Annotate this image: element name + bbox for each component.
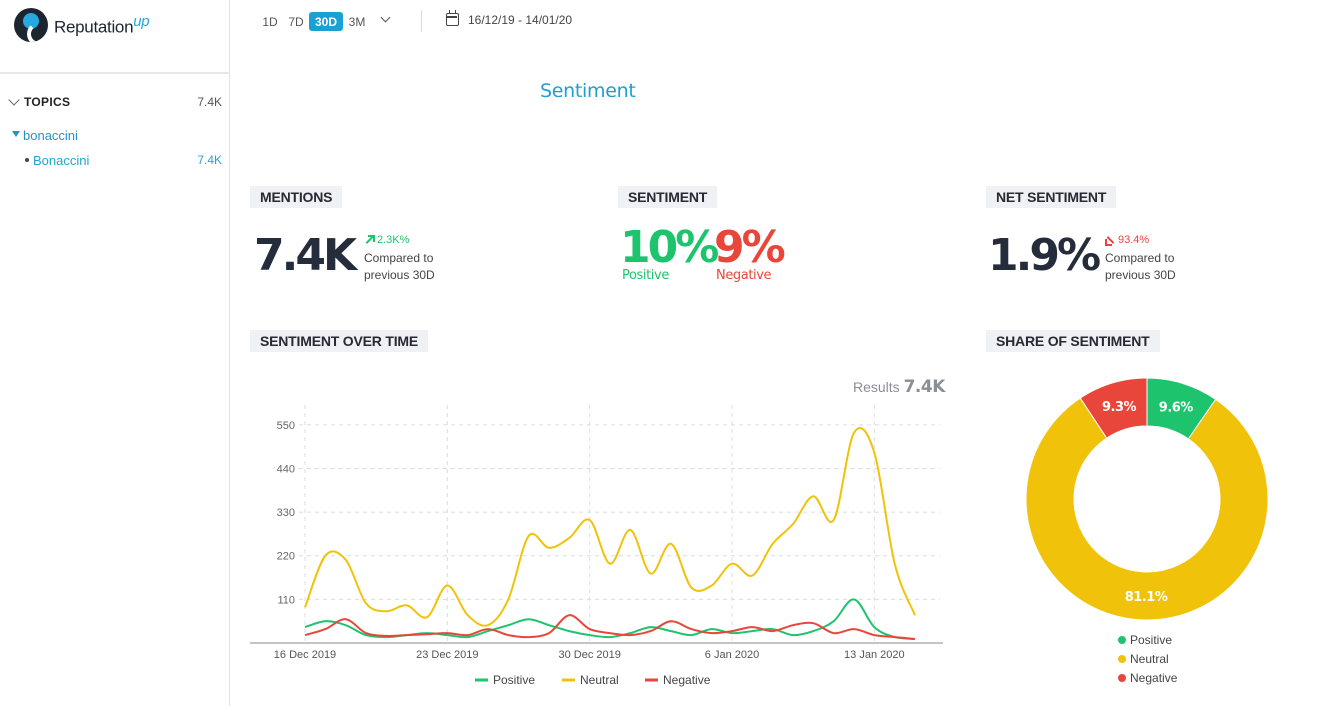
net-sentiment-heading: NET SENTIMENT xyxy=(986,186,1117,208)
topic-item-count: 7.4K xyxy=(197,153,222,167)
calendar-icon[interactable] xyxy=(446,10,459,26)
topics-label: TOPICS xyxy=(24,95,71,109)
chevron-down-icon[interactable] xyxy=(8,94,20,106)
y-tick-label: 220 xyxy=(277,551,295,563)
mentions-delta-value: 2.3K% xyxy=(377,234,410,246)
mentions-compare: Compared to previous 30D xyxy=(364,250,435,284)
negative-label: Negative xyxy=(716,268,772,283)
net-sentiment-value: 1.9% xyxy=(988,230,1101,281)
positive-label: Positive xyxy=(622,268,669,283)
bullet-icon xyxy=(25,158,29,162)
sentiment-over-time-heading: SENTIMENT OVER TIME xyxy=(250,330,428,352)
y-tick-label: 440 xyxy=(277,463,295,475)
topic-group-bonaccini[interactable]: bonaccini xyxy=(0,125,230,145)
logo[interactable]: Reputationup xyxy=(14,4,166,46)
sentiment-line-chart: 110 220 330 440 550 16 Dec 2019 23 Dec 2019 30 … xyxy=(250,405,943,687)
donut-slice-label: 81.1% xyxy=(1125,590,1168,605)
legend-dot xyxy=(1118,674,1126,682)
mentions-delta: 2.3K% xyxy=(364,234,409,246)
net-sentiment-compare: Compared to previous 30D xyxy=(1105,250,1176,284)
legend-label: Positive xyxy=(1130,633,1172,647)
logo-text-main: Reputation xyxy=(54,17,134,37)
y-tick-label: 110 xyxy=(277,594,295,606)
results-total: Results 7.4K xyxy=(853,377,945,397)
range-7d-button[interactable]: 7D xyxy=(288,14,304,29)
net-sentiment-delta: 93.4% xyxy=(1105,234,1149,246)
arrow-down-left-icon xyxy=(1105,235,1115,246)
y-tick-label: 550 xyxy=(277,420,295,432)
range-3m-button[interactable]: 3M xyxy=(348,14,366,29)
topics-header[interactable]: TOPICS 7.4K xyxy=(0,92,230,112)
negative-value: 9% xyxy=(714,222,786,273)
donut-legend-item-positive[interactable]: Positive xyxy=(1118,633,1172,647)
mentions-value: 7.4K xyxy=(254,230,357,281)
donut-slice-label: 9.3% xyxy=(1102,400,1137,415)
date-range-picker[interactable]: 16/12/19 - 14/01/20 xyxy=(468,13,573,27)
range-1d-button[interactable]: 1D xyxy=(262,14,278,29)
share-of-sentiment-heading: SHARE OF SENTIMENT xyxy=(986,330,1160,352)
logo-icon xyxy=(14,8,48,42)
legend-label: Positive xyxy=(493,673,535,687)
x-tick-label: 16 Dec 2019 xyxy=(274,649,336,661)
donut-legend-item-negative[interactable]: Negative xyxy=(1118,671,1178,685)
sentiment-heading: SENTIMENT xyxy=(618,186,718,208)
topics-count: 7.4K xyxy=(197,95,222,109)
legend-item-negative[interactable]: Negative xyxy=(645,673,711,687)
x-tick-label: 6 Jan 2020 xyxy=(705,649,759,661)
net-sentiment-delta-value: 93.4% xyxy=(1118,234,1150,246)
sidebar: Reputationup TOPICS 7.4K bonaccini Bonac… xyxy=(0,0,230,706)
legend-label: Neutral xyxy=(580,673,619,687)
donut-legend-item-neutral[interactable]: Neutral xyxy=(1118,652,1169,666)
legend-label: Neutral xyxy=(1130,652,1169,666)
positive-value: 10% xyxy=(620,222,719,273)
net-compare-line2: previous 30D xyxy=(1105,268,1176,282)
caret-down-icon[interactable] xyxy=(12,131,20,137)
topic-item-label[interactable]: Bonaccini xyxy=(33,152,90,168)
logo-text: Reputationup xyxy=(54,12,150,38)
legend-label: Negative xyxy=(663,673,711,687)
donut-slice-neutral[interactable] xyxy=(1025,397,1269,621)
range-30d-button[interactable]: 30D xyxy=(309,12,343,31)
legend-item-neutral[interactable]: Neutral xyxy=(562,673,619,687)
logo-text-suffix: up xyxy=(133,12,150,30)
page-title: Sentiment xyxy=(540,80,636,102)
mentions-heading: MENTIONS xyxy=(250,186,343,208)
sentiment-donut-chart: 9.6% 81.1% 9.3% Positive Neutral Negative xyxy=(1025,377,1269,685)
legend-label: Negative xyxy=(1130,671,1178,685)
legend-dot xyxy=(1118,655,1126,663)
net-compare-line1: Compared to xyxy=(1105,251,1175,265)
sidebar-divider xyxy=(0,72,230,74)
donut-slice-negative[interactable] xyxy=(1079,377,1148,439)
x-tick-label: 23 Dec 2019 xyxy=(416,649,478,661)
series-line-negative xyxy=(304,614,916,640)
x-tick-label: 13 Jan 2020 xyxy=(844,649,905,661)
legend-item-positive[interactable]: Positive xyxy=(475,673,535,687)
topbar-divider xyxy=(421,10,422,32)
results-value: 7.4K xyxy=(903,377,946,397)
mentions-compare-line2: previous 30D xyxy=(364,268,435,282)
chevron-down-icon[interactable] xyxy=(380,12,391,23)
topic-group-label[interactable]: bonaccini xyxy=(23,127,78,143)
x-tick-label: 30 Dec 2019 xyxy=(558,649,620,661)
series-line-neutral xyxy=(304,427,916,627)
legend-dot xyxy=(1118,636,1126,644)
mentions-compare-line1: Compared to xyxy=(364,251,434,265)
arrow-up-right-icon xyxy=(364,235,375,245)
donut-slice-label: 9.6% xyxy=(1159,400,1194,415)
topic-item-bonaccini[interactable]: Bonaccini 7.4K xyxy=(0,150,230,170)
results-label: Results xyxy=(853,379,900,395)
y-tick-label: 330 xyxy=(277,507,295,519)
